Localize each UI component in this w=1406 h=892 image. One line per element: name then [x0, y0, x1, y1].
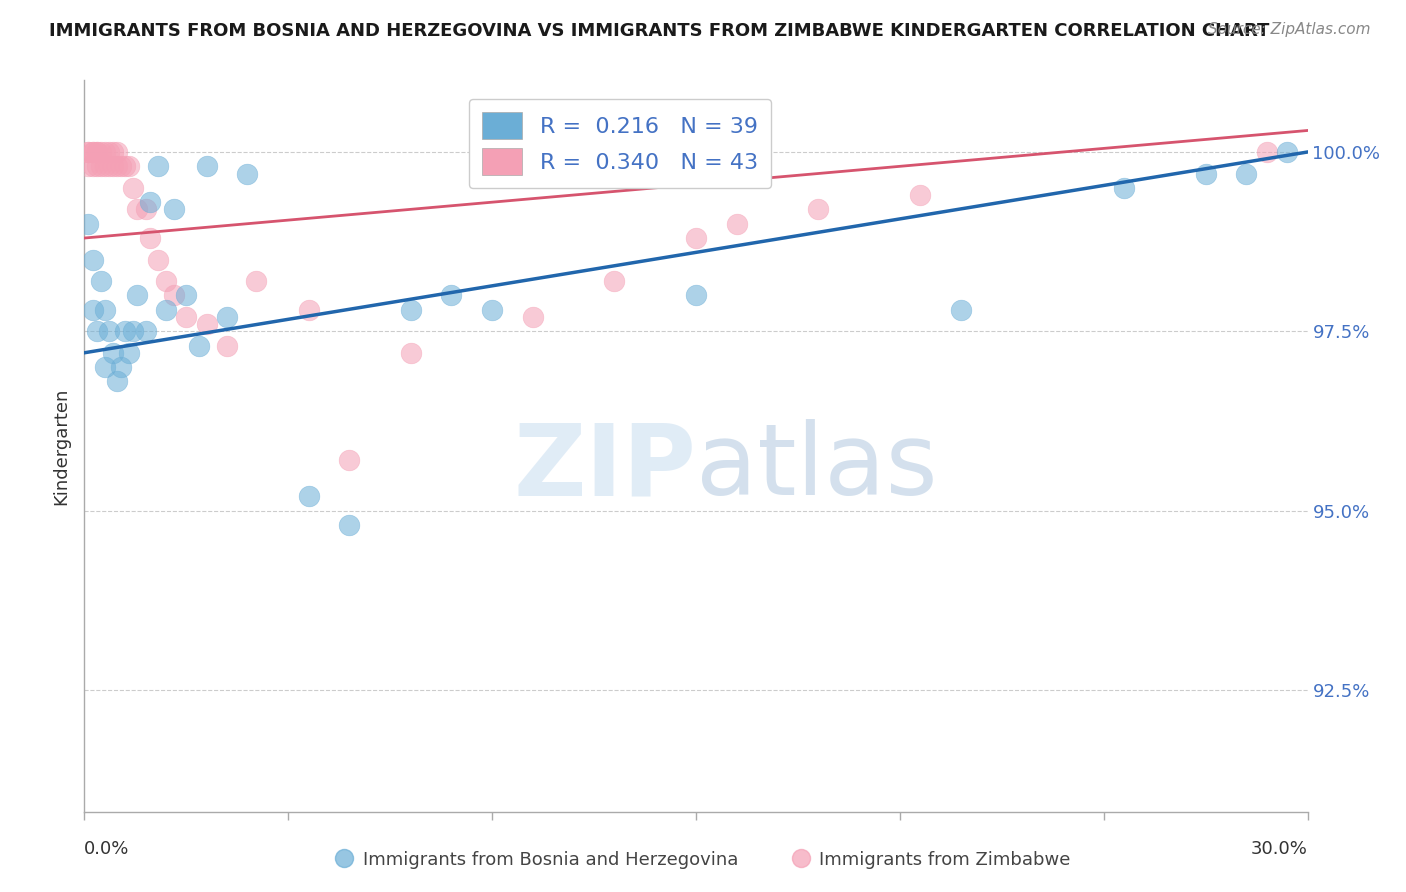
Point — [82, 302, 104, 317]
Legend: R =  0.216   N = 39, R =  0.340   N = 43: R = 0.216 N = 39, R = 0.340 N = 43 — [468, 99, 770, 188]
Point — [725, 217, 748, 231]
Text: 30.0%: 30.0% — [1251, 840, 1308, 858]
Point — [146, 159, 169, 173]
Point — [105, 145, 128, 159]
Point — [101, 145, 124, 159]
Point — [1114, 181, 1136, 195]
Point — [399, 345, 422, 359]
Point — [1277, 145, 1299, 159]
Point — [93, 145, 115, 159]
Point — [86, 324, 108, 338]
Point — [339, 517, 361, 532]
Point — [522, 310, 544, 324]
Point — [138, 195, 160, 210]
Point — [77, 145, 100, 159]
Text: atlas: atlas — [696, 419, 938, 516]
Point — [110, 159, 132, 173]
Text: IMMIGRANTS FROM BOSNIA AND HERZEGOVINA VS IMMIGRANTS FROM ZIMBABWE KINDERGARTEN : IMMIGRANTS FROM BOSNIA AND HERZEGOVINA V… — [49, 22, 1270, 40]
Point — [236, 167, 259, 181]
Point — [90, 159, 112, 173]
Point — [97, 159, 120, 173]
Point — [155, 274, 177, 288]
Point — [910, 188, 932, 202]
Point — [122, 324, 145, 338]
Point — [110, 360, 132, 375]
Point — [114, 324, 136, 338]
Point — [82, 145, 104, 159]
Y-axis label: Kindergarten: Kindergarten — [52, 387, 70, 505]
Point — [399, 302, 422, 317]
Point — [807, 202, 830, 217]
Point — [86, 145, 108, 159]
Point — [122, 181, 145, 195]
Point — [77, 145, 100, 159]
Point — [481, 302, 503, 317]
Point — [298, 302, 321, 317]
Point — [82, 159, 104, 173]
Text: ZIP: ZIP — [513, 419, 696, 516]
Point — [155, 302, 177, 317]
Point — [603, 167, 626, 181]
Point — [245, 274, 267, 288]
Point — [90, 274, 112, 288]
Point — [163, 202, 186, 217]
Point — [163, 288, 186, 302]
Point — [217, 310, 239, 324]
Point — [1195, 167, 1218, 181]
Point — [82, 252, 104, 267]
Point — [174, 288, 197, 302]
Point — [86, 159, 108, 173]
Point — [217, 338, 239, 352]
Point — [146, 252, 169, 267]
Point — [97, 145, 120, 159]
Point — [77, 217, 100, 231]
Point — [685, 288, 707, 302]
Point — [339, 453, 361, 467]
Point — [93, 159, 115, 173]
Point — [135, 202, 157, 217]
Text: Source: ZipAtlas.com: Source: ZipAtlas.com — [1208, 22, 1371, 37]
Point — [77, 159, 100, 173]
Point — [93, 360, 115, 375]
Point — [747, 167, 769, 181]
Point — [298, 489, 321, 503]
Point — [93, 302, 115, 317]
Point — [138, 231, 160, 245]
Point — [105, 159, 128, 173]
Point — [1256, 145, 1278, 159]
Point — [118, 159, 141, 173]
Point — [195, 159, 218, 173]
Point — [174, 310, 197, 324]
Point — [82, 145, 104, 159]
Point — [440, 288, 463, 302]
Point — [135, 324, 157, 338]
Point — [114, 159, 136, 173]
Point — [1236, 167, 1258, 181]
Legend: Immigrants from Bosnia and Herzegovina, Immigrants from Zimbabwe: Immigrants from Bosnia and Herzegovina, … — [328, 844, 1078, 876]
Point — [187, 338, 209, 352]
Point — [97, 324, 120, 338]
Point — [118, 345, 141, 359]
Point — [101, 345, 124, 359]
Point — [522, 159, 544, 173]
Point — [127, 288, 149, 302]
Point — [195, 317, 218, 331]
Point — [685, 231, 707, 245]
Point — [127, 202, 149, 217]
Point — [101, 159, 124, 173]
Text: 0.0%: 0.0% — [84, 840, 129, 858]
Point — [90, 145, 112, 159]
Point — [105, 375, 128, 389]
Point — [86, 145, 108, 159]
Point — [603, 274, 626, 288]
Point — [950, 302, 973, 317]
